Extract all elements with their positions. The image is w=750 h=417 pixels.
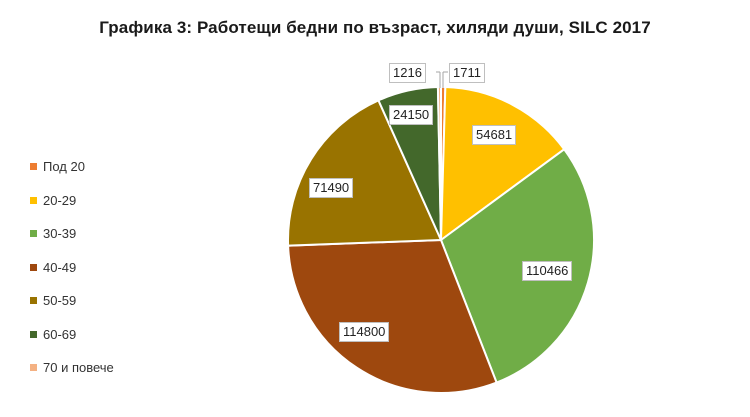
legend-label: 70 и повече bbox=[43, 360, 114, 376]
legend-label: 50-59 bbox=[43, 293, 77, 309]
legend-label: 30-39 bbox=[43, 226, 77, 242]
legend-item-60-69: 60-69 bbox=[30, 318, 114, 352]
data-label-under-20: 1711 bbox=[449, 63, 485, 83]
pie-slices bbox=[287, 85, 595, 394]
legend-item-70-plus: 70 и повече bbox=[30, 351, 114, 385]
pie-slice-20-29 bbox=[439, 86, 566, 243]
pie-slice-50-59 bbox=[287, 99, 443, 247]
legend-swatch bbox=[30, 330, 37, 338]
legend-label: 20-29 bbox=[43, 192, 77, 208]
data-label-50-59: 71490 bbox=[309, 178, 354, 198]
legend-swatch bbox=[30, 263, 37, 271]
data-label-70-plus: 1216 bbox=[389, 63, 426, 83]
chart-legend: Под 20 20-29 30-39 40-49 50-59 60-69 70 … bbox=[30, 150, 114, 385]
pie-slice-30-39 bbox=[439, 147, 595, 384]
pie-slice-70-и-повече bbox=[436, 85, 442, 241]
legend-item-50-59: 50-59 bbox=[30, 284, 114, 318]
legend-label: Под 20 bbox=[43, 159, 85, 175]
legend-label: 40-49 bbox=[43, 259, 77, 275]
legend-swatch bbox=[30, 230, 37, 238]
data-label-40-49: 114800 bbox=[339, 322, 390, 342]
legend-swatch bbox=[30, 196, 37, 204]
legend-item-30-39: 30-39 bbox=[30, 217, 114, 251]
legend-label: 60-69 bbox=[43, 326, 77, 342]
legend-swatch bbox=[30, 364, 37, 372]
legend-item-under-20: Под 20 bbox=[30, 150, 114, 184]
chart-title: Графика 3: Работещи бедни по възраст, хи… bbox=[99, 18, 651, 37]
data-label-20-29: 54681 bbox=[472, 125, 517, 145]
legend-swatch bbox=[30, 163, 37, 171]
legend-swatch bbox=[30, 297, 37, 305]
legend-item-40-49: 40-49 bbox=[30, 251, 114, 285]
pie-slice-40-49 bbox=[287, 238, 498, 394]
legend-item-20-29: 20-29 bbox=[30, 184, 114, 218]
data-label-60-69: 24150 bbox=[389, 105, 434, 125]
data-label-30-39: 110466 bbox=[522, 261, 573, 281]
